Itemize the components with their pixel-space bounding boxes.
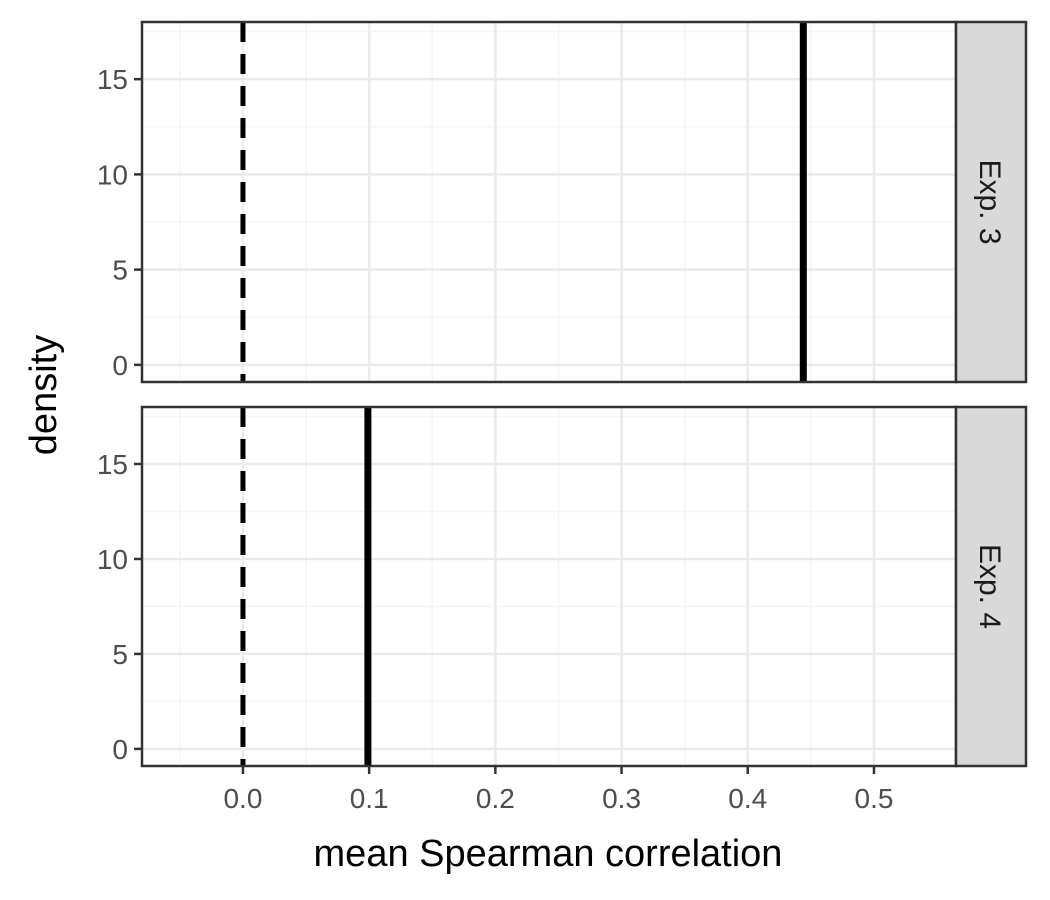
panels-layer: 0 5 10 15 Exp. 3 0 5 10 15 Exp. 4 <box>97 20 1028 768</box>
y-tick-label: 15 <box>97 449 128 480</box>
facet-strip <box>954 20 1028 384</box>
y-tick-label: 10 <box>97 544 128 575</box>
y-tick-label: 10 <box>97 159 128 190</box>
facet-strip-label: Exp. 4 <box>973 544 1006 629</box>
x-tick-label: 0.3 <box>602 783 641 814</box>
panel-background <box>142 22 956 382</box>
panel-background <box>142 407 956 766</box>
y-tick-label: 0 <box>112 350 128 381</box>
y-tick-label: 15 <box>97 64 128 95</box>
panel-1: 0 5 10 15 Exp. 3 <box>97 20 1028 384</box>
y-tick-label: 5 <box>112 255 128 286</box>
x-axis-title: mean Spearman correlation <box>314 833 783 875</box>
x-tick-label: 0.0 <box>223 783 262 814</box>
y-tick-label: 5 <box>112 639 128 670</box>
panel-2: 0 5 10 15 Exp. 4 <box>97 405 1028 768</box>
facet-strip-label: Exp. 3 <box>973 159 1006 244</box>
x-tick-label: 0.4 <box>728 783 767 814</box>
x-axis: 0.0 0.1 0.2 0.3 0.4 0.5 <box>223 766 893 814</box>
x-tick-label: 0.1 <box>350 783 389 814</box>
y-axis-title: density <box>23 335 65 455</box>
x-tick-label: 0.2 <box>476 783 515 814</box>
y-tick-label: 0 <box>112 734 128 765</box>
x-tick-label: 0.5 <box>855 783 894 814</box>
facet-strip <box>954 405 1028 768</box>
